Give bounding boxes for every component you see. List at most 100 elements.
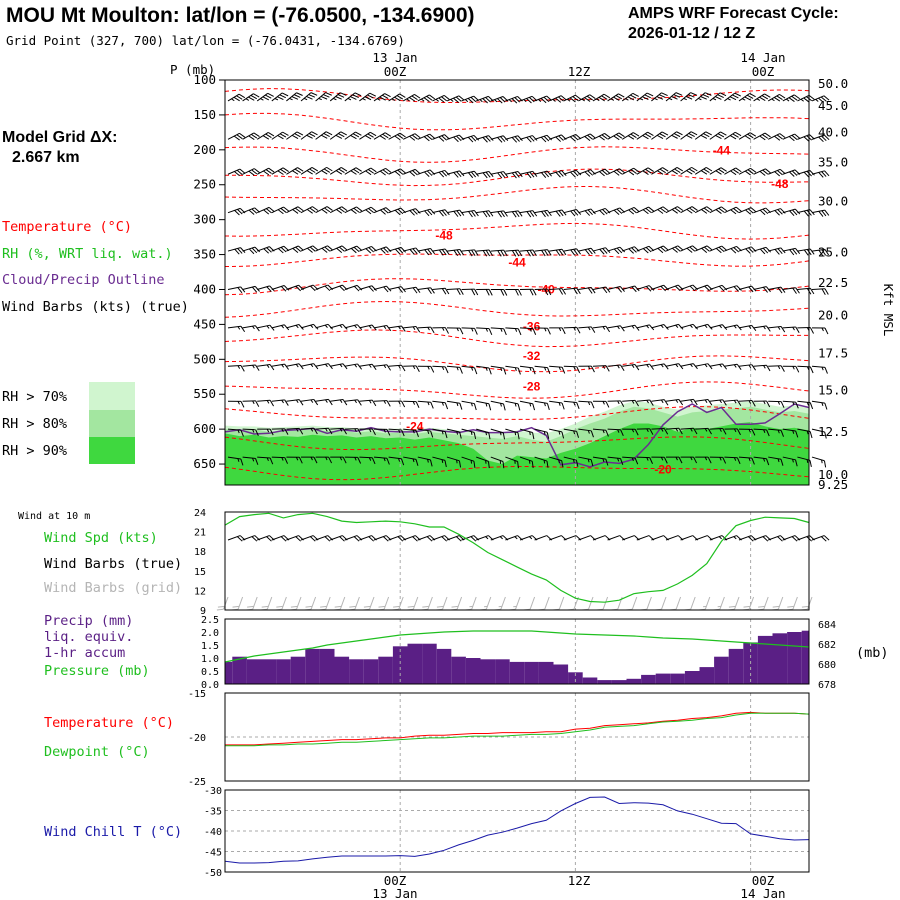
- barb-half-feather: [631, 457, 634, 462]
- barb-feather: [394, 248, 401, 255]
- barb-feather: [613, 170, 620, 176]
- barb-feather: [762, 169, 769, 175]
- barb-feather: [292, 170, 299, 175]
- wind-barb: [329, 131, 347, 140]
- barb-staff: [330, 399, 344, 402]
- barb-half-feather: [368, 400, 372, 404]
- wind-barb: [417, 208, 436, 217]
- barb-feather: [488, 403, 492, 411]
- barb-feather: [703, 207, 710, 213]
- barb-half-feather: [485, 367, 488, 371]
- barb-feather: [251, 169, 258, 175]
- barb-staff: [227, 325, 241, 329]
- barb-staff: [782, 247, 796, 252]
- barb-half-feather: [412, 401, 416, 405]
- barb-feather: [663, 457, 668, 464]
- wind-barb: [607, 364, 625, 371]
- barb-half-feather: [587, 430, 590, 434]
- barb-feather: [573, 249, 579, 255]
- barb-half-feather: [660, 428, 664, 432]
- precip-tick-label: 2.5: [201, 615, 219, 626]
- barb-feather: [823, 460, 827, 468]
- barb-feather: [321, 247, 328, 253]
- barb-staff: [490, 327, 504, 330]
- barb-feather: [397, 169, 404, 175]
- barb-staff: [519, 95, 533, 102]
- barb-feather: [789, 171, 795, 177]
- barb-staff: [359, 324, 373, 329]
- precip-bar: [699, 667, 715, 684]
- barb-half-feather: [786, 98, 790, 102]
- barb-feather: [648, 535, 655, 541]
- precip-frame: [224, 618, 810, 685]
- barb-half-feather: [558, 327, 562, 332]
- wind-barb: [636, 428, 654, 435]
- wind-barb: [432, 134, 450, 142]
- barb-feather: [355, 167, 362, 172]
- barb-staff: [680, 131, 692, 140]
- barb-feather: [613, 135, 620, 141]
- barb-staff: [695, 427, 709, 430]
- barb-staff: [782, 326, 796, 329]
- barb-feather: [467, 136, 474, 143]
- barb-feather: [645, 247, 652, 253]
- barb-feather: [707, 535, 713, 541]
- barb-half-feather: [266, 457, 269, 462]
- barb-half-feather: [354, 399, 357, 404]
- barb-half-feather: [368, 457, 372, 461]
- barb-half-feather: [260, 98, 264, 101]
- barb-feather: [368, 208, 375, 214]
- wind-barb: [315, 456, 333, 464]
- barb-feather: [801, 605, 809, 608]
- barb-staff: [271, 131, 283, 140]
- barb-feather: [690, 131, 698, 136]
- barb-feather: [423, 97, 430, 103]
- cloud-outline: [224, 403, 810, 468]
- barb-half-feather: [237, 429, 240, 434]
- barb-staff: [709, 399, 723, 402]
- barb-staff: [242, 285, 256, 290]
- precip-bar: [787, 632, 802, 684]
- wind-barb-grid: [435, 596, 448, 611]
- height-tick-label: 35.0: [818, 154, 848, 169]
- barb-staff: [782, 428, 796, 432]
- barb-feather: [748, 286, 754, 293]
- barb-feather: [396, 95, 404, 100]
- barb-feather: [678, 456, 683, 464]
- barb-staff: [534, 456, 548, 462]
- barb-feather: [400, 247, 407, 253]
- barb-staff: [709, 206, 722, 214]
- barb-staff: [403, 428, 417, 431]
- wind-barb: [359, 167, 377, 176]
- barb-half-feather: [494, 99, 498, 103]
- barb-staff: [738, 246, 752, 252]
- wind-barb: [490, 135, 509, 143]
- barb-staff: [519, 456, 533, 462]
- barb-staff: [490, 249, 504, 252]
- barb-half-feather: [573, 430, 576, 435]
- barb-staff: [505, 327, 519, 330]
- barb-feather: [370, 206, 377, 212]
- barb-feather: [296, 131, 304, 136]
- wind-barb: [519, 365, 536, 375]
- barb-feather: [736, 285, 742, 291]
- barb-feather: [468, 211, 473, 218]
- barb-half-feather: [777, 401, 781, 405]
- barb-feather: [734, 92, 742, 97]
- wind-barb: [344, 206, 363, 214]
- wind-barb: [534, 249, 552, 257]
- barb-staff: [777, 596, 784, 610]
- barb-staff: [315, 131, 327, 140]
- wind-barb: [709, 206, 728, 214]
- barb-half-feather: [513, 605, 517, 608]
- barb-feather: [750, 167, 757, 173]
- barb-feather: [409, 249, 415, 255]
- barb-staff: [529, 596, 536, 610]
- windchill-series-label: Wind Chill T (°C): [44, 824, 182, 840]
- barb-feather: [631, 208, 637, 214]
- barb-feather: [576, 402, 580, 409]
- wind-barb: [476, 288, 493, 296]
- barb-feather: [613, 209, 620, 215]
- wind-barb: [476, 428, 491, 440]
- barb-staff: [388, 168, 401, 175]
